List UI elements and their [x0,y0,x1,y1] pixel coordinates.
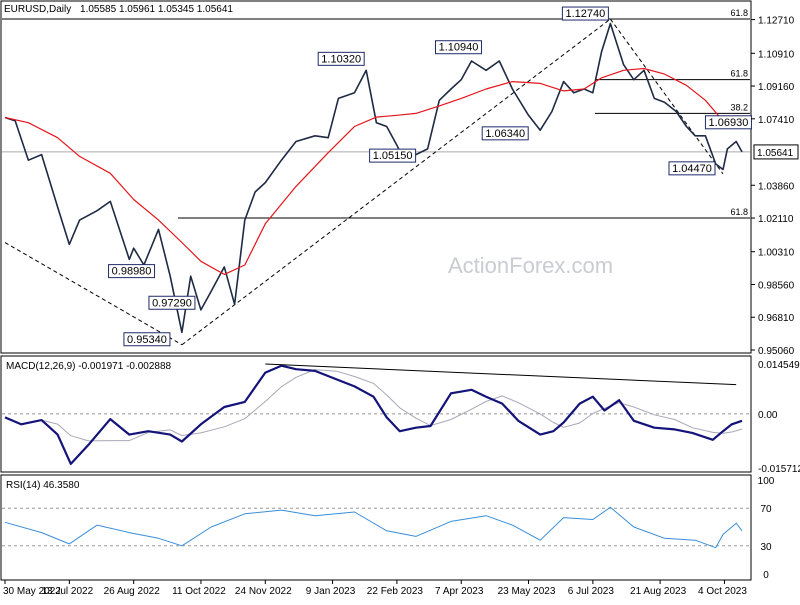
box-1.10320-label: 1.10320 [321,53,361,65]
chart-title: EURUSD,Daily 1.05585 1.05961 1.05345 1.0… [4,4,233,15]
box-0.97290-label: 0.97290 [152,297,192,309]
macd-main-line [4,364,743,465]
price-tick-2: 1.09160 [758,82,795,93]
price-tick-9: 0.96810 [758,313,795,324]
time-tick-9: 6 Jul 2023 [568,586,615,597]
macd-layer: 0.014549 0.00 -0.015712 [2,360,800,475]
box-0.97290-frame [148,295,196,310]
watermark: ActionForex.com [448,253,613,278]
macd-panel-frame [0,355,752,473]
time-tick-3: 11 Oct 2022 [172,586,226,597]
price-tick-7: 1.00310 [758,248,795,259]
price-layer: 61.8 61.8 38.2 61.8 1.12740 1.10940 1.10320 1.0… [2,6,752,347]
time-tick-7: 7 Apr 2023 [435,586,484,597]
trend-line-0 [4,242,183,346]
current-price-tick: 1.05641 [757,148,794,159]
price-tick-8: 0.98560 [758,280,795,291]
time-tick-2: 26 Aug 2022 [104,586,161,597]
rsi-layer: 100 70 30 0 [2,476,775,581]
ohlc-values: 1.05585 1.05961 1.05345 1.05641 [80,4,233,15]
rsi-tick-3: 0 [763,570,769,581]
box-1.10940-frame [434,40,482,55]
trend-line-2 [609,18,724,175]
box-1.12740-frame [561,6,609,21]
fib-label-0: 61.8 [730,8,748,18]
box-1.06340-frame [481,126,529,141]
macd-tick-1: 0.00 [758,410,778,421]
box-0.95340-label: 0.95340 [127,334,167,346]
macd-divergence-line [265,363,737,386]
time-tick-4: 24 Nov 2022 [235,586,292,597]
fib-label-2: 38.2 [730,102,748,112]
macd-signal-line [4,369,743,442]
price-tick-1: 1.10910 [758,49,795,60]
box-1.10940-label: 1.10940 [439,42,479,54]
rsi-panel-frame [0,474,752,581]
rsi-line [4,506,743,549]
price-tick-0: 1.12710 [758,16,795,27]
time-tick-1: 13 Jul 2022 [41,586,93,597]
box-1.04470-label: 1.04470 [672,163,712,175]
time-tick-6: 22 Feb 2023 [367,586,424,597]
time-tick-10: 21 Aug 2023 [630,586,687,597]
rsi-tick-0: 100 [758,476,775,487]
current-price-tag [753,144,799,160]
time-tick-5: 9 Jan 2023 [306,586,356,597]
box-1.10320-frame [317,51,365,66]
price-tick-10: 0.95060 [758,346,795,357]
rsi-tick-1: 70 [760,504,772,515]
trend-line-1 [181,18,611,346]
time-tick-8: 23 May 2023 [498,586,556,597]
axis-layer: 1.12710 1.10910 1.09160 1.07410 1.05641 1.038… [3,16,799,597]
macd-title: MACD(12,26,9) -0.001971 -0.002888 [6,361,172,372]
price-panel-frame [0,0,752,354]
rsi-tick-2: 30 [760,542,772,553]
symbol-label: EURUSD,Daily [4,4,71,15]
macd-tick-2: -0.015712 [758,464,800,475]
box-0.95340-frame [123,332,171,347]
box-1.06930-label: 1.06930 [709,117,749,129]
time-tick-0: 30 May 2022 [3,586,61,597]
sma-line [4,67,743,275]
box-1.06340-label: 1.06340 [485,128,525,140]
rsi-title: RSI(14) 46.3580 [6,480,80,491]
box-1.05150-label: 1.05150 [373,150,413,162]
box-1.05150-frame [369,148,417,163]
fib-label-3: 61.8 [730,207,748,217]
fib-label-1: 61.8 [730,69,748,79]
price-tick-5: 1.03860 [758,181,795,192]
box-1.04470-frame [668,161,716,176]
box-0.98980-frame [108,264,156,279]
macd-tick-0: 0.014549 [758,360,800,371]
box-1.06930-frame [704,115,752,130]
box-0.98980-label: 0.98980 [112,266,152,278]
price-tick-3: 1.07410 [758,115,795,126]
box-1.12740-label: 1.12740 [566,8,606,20]
price-tick-6: 1.02110 [758,214,794,225]
time-tick-11: 4 Oct 2023 [698,586,747,597]
